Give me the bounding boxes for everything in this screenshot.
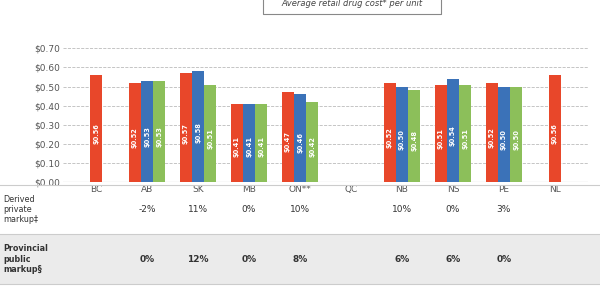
- Bar: [294, 94, 306, 182]
- Bar: [510, 87, 522, 182]
- Bar: [129, 83, 141, 182]
- Text: 8%: 8%: [292, 255, 308, 263]
- Text: 0%: 0%: [242, 205, 256, 214]
- Text: $0.46: $0.46: [297, 132, 303, 153]
- Text: 12%: 12%: [187, 255, 209, 263]
- Text: $0.52: $0.52: [488, 127, 494, 148]
- Bar: [396, 87, 408, 182]
- Text: 0%: 0%: [241, 255, 257, 263]
- Bar: [204, 85, 217, 182]
- Text: $0.42: $0.42: [309, 135, 315, 157]
- Text: Average retail drug cost* per unit: Average retail drug cost* per unit: [281, 0, 422, 7]
- Bar: [485, 83, 498, 182]
- Bar: [459, 85, 471, 182]
- Bar: [447, 79, 459, 182]
- Bar: [243, 104, 255, 182]
- Text: 3%: 3%: [497, 205, 511, 214]
- Text: $0.47: $0.47: [285, 131, 291, 152]
- Bar: [255, 104, 268, 182]
- Bar: [549, 75, 561, 182]
- Text: $0.41: $0.41: [246, 136, 252, 158]
- Text: $0.50: $0.50: [399, 129, 405, 150]
- Text: $0.51: $0.51: [462, 128, 468, 149]
- Text: $0.41: $0.41: [258, 136, 264, 158]
- Text: $0.56: $0.56: [93, 124, 99, 144]
- Text: 10%: 10%: [392, 205, 412, 214]
- Text: -2%: -2%: [139, 205, 156, 214]
- Text: 0%: 0%: [446, 205, 460, 214]
- Bar: [192, 71, 204, 182]
- Bar: [498, 87, 510, 182]
- Text: 10%: 10%: [290, 205, 310, 214]
- Text: $0.53: $0.53: [157, 126, 163, 147]
- Text: $0.51: $0.51: [208, 128, 214, 149]
- Text: 6%: 6%: [394, 255, 410, 263]
- Text: $0.51: $0.51: [437, 128, 443, 149]
- Text: Derived
private
markup‡: Derived private markup‡: [3, 195, 38, 224]
- Bar: [180, 73, 192, 182]
- Text: $0.52: $0.52: [132, 127, 138, 148]
- Text: 6%: 6%: [445, 255, 461, 263]
- Bar: [141, 81, 153, 182]
- Text: $0.41: $0.41: [234, 136, 240, 158]
- Bar: [383, 83, 396, 182]
- Text: 0%: 0%: [496, 255, 511, 263]
- Bar: [434, 85, 447, 182]
- Bar: [408, 90, 421, 182]
- Text: $0.50: $0.50: [501, 129, 507, 150]
- Text: $0.50: $0.50: [513, 129, 519, 150]
- Text: Provincial
public
markup§: Provincial public markup§: [3, 244, 48, 274]
- Text: $0.53: $0.53: [144, 126, 150, 147]
- Text: $0.52: $0.52: [387, 127, 393, 148]
- Bar: [230, 104, 243, 182]
- Text: 0%: 0%: [140, 255, 155, 263]
- Text: $0.57: $0.57: [183, 123, 189, 144]
- Bar: [306, 102, 319, 182]
- Bar: [281, 92, 294, 182]
- Text: $0.58: $0.58: [195, 122, 201, 143]
- Text: $0.48: $0.48: [411, 130, 417, 152]
- Bar: [153, 81, 166, 182]
- Text: $0.54: $0.54: [450, 125, 456, 146]
- Text: $0.56: $0.56: [552, 124, 558, 144]
- Bar: [90, 75, 102, 182]
- Text: 11%: 11%: [188, 205, 208, 214]
